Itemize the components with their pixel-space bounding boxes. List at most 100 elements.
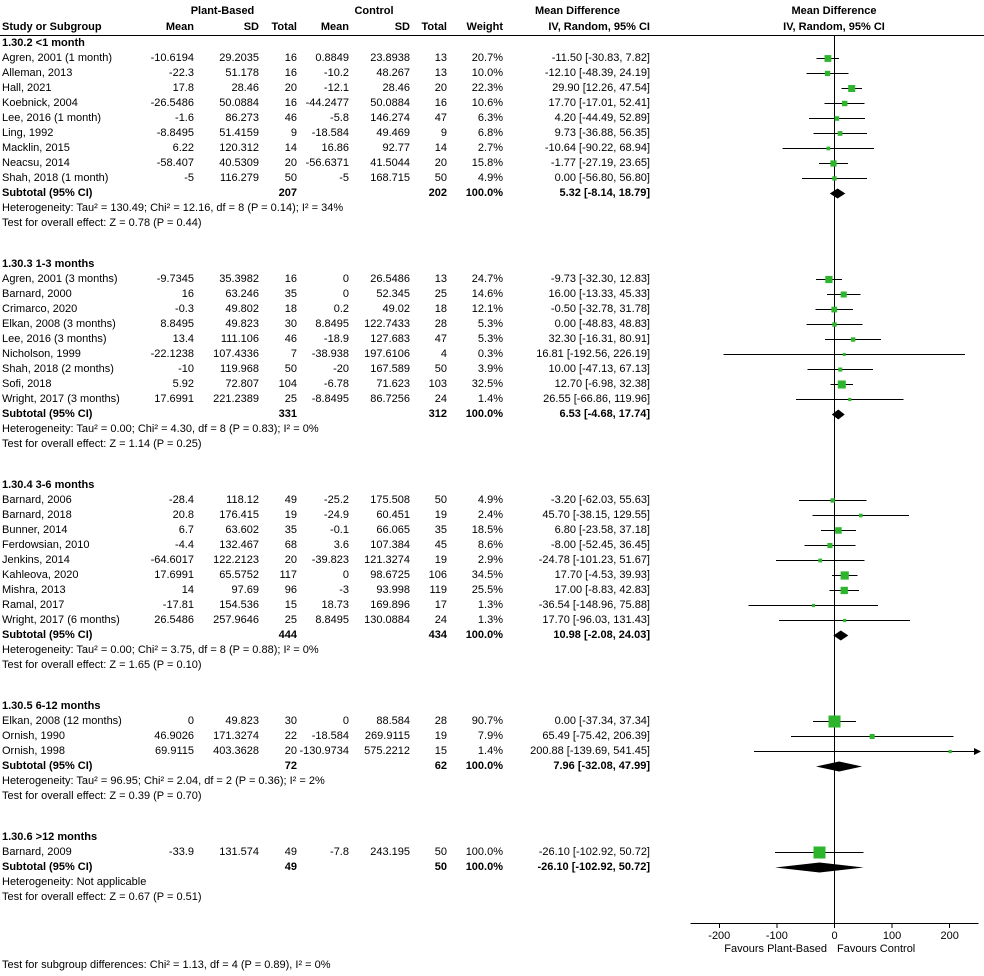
- plant-sd: 131.574: [219, 846, 259, 858]
- plant-total: 19: [284, 509, 297, 521]
- spacer-row: [0, 804, 984, 830]
- overall-effect-text: Test for overall effect: Z = 1.65 (P = 0…: [2, 659, 202, 671]
- study-name: Wright, 2017 (3 months): [2, 393, 120, 405]
- control-mean: 0: [342, 569, 349, 581]
- forest-plot-cell: [684, 538, 984, 553]
- control-sd: 52.345: [376, 288, 410, 300]
- control-total: 47: [434, 333, 447, 345]
- study-row: Koebnick, 2004 -26.5486 50.0884 16 -44.2477 5…: [0, 96, 984, 111]
- axis-tick-label: 0: [831, 930, 837, 942]
- control-mean: -5: [339, 172, 349, 184]
- control-total: 25: [434, 288, 447, 300]
- forest-plot-cell: [684, 673, 984, 699]
- overall-effect-row: Test for overall effect: Z = 1.65 (P = 0…: [0, 658, 984, 673]
- plant-mean: -64.6017: [150, 554, 194, 566]
- study-row: Crimarco, 2020 -0.3 49.802 18 0.2 49.02 18 12.1…: [0, 302, 984, 317]
- forest-plot-cell: [684, 452, 984, 478]
- forest-plot-cell: [684, 890, 984, 905]
- control-sd: 168.715: [370, 172, 410, 184]
- effect-marker: [826, 146, 831, 151]
- study-name: Lee, 2016 (3 months): [2, 333, 107, 345]
- md-ci-text: 32.30 [-16.31, 80.91]: [548, 333, 650, 345]
- plant-sd: 97.69: [231, 584, 259, 596]
- control-sd: 93.998: [376, 584, 410, 596]
- effect-marker: [848, 85, 856, 92]
- control-mean: -24.9: [323, 509, 349, 521]
- plant-sd: 118.12: [226, 494, 259, 506]
- plant-sd: 221.2389: [213, 393, 259, 405]
- subtotal-weight: 100.0%: [465, 861, 503, 873]
- axis-tick-label: -200: [708, 930, 730, 942]
- forest-plot-cell: [684, 407, 984, 422]
- forest-plot-cell: [684, 422, 984, 437]
- subgroup-title: 1.30.3 1-3 months: [2, 258, 95, 270]
- effect-marker: [869, 734, 875, 739]
- plant-sd: 86.273: [225, 112, 259, 124]
- weight: 12.1%: [471, 303, 503, 315]
- md-text-column-header: Mean Difference: [535, 5, 620, 17]
- control-mean: 0.8849: [315, 52, 349, 64]
- plant-total: 49: [284, 494, 297, 506]
- forest-plot-svg: [833, 628, 849, 643]
- col-plant-mean: Mean: [165, 21, 194, 33]
- md-ci-text: 16.81 [-192.56, 226.19]: [536, 348, 650, 360]
- forest-plot-cell: [684, 96, 984, 111]
- forest-plot-cell: [684, 332, 984, 347]
- plant-total: 20: [284, 157, 297, 169]
- weight: 90.7%: [471, 715, 503, 727]
- forest-plot-svg: [748, 598, 879, 613]
- forest-plot-cell: [684, 628, 984, 643]
- forest-plot-cell: [684, 508, 984, 523]
- plant-mean: -1.6: [175, 112, 194, 124]
- weight: 20.7%: [471, 52, 503, 64]
- col-weight: Weight: [466, 21, 503, 33]
- study-name: Ferdowsian, 2010: [2, 539, 90, 551]
- study-name: Agren, 2001 (3 months): [2, 273, 118, 285]
- forest-plot-svg: [829, 583, 860, 598]
- plant-total: 20: [284, 554, 297, 566]
- plant-sd: 403.3628: [213, 745, 259, 757]
- forest-plot-cell: [684, 287, 984, 302]
- control-mean: -25.2: [323, 494, 349, 506]
- forest-plot-svg: [812, 508, 910, 523]
- control-sd: 98.6725: [370, 569, 410, 581]
- axis-row: -200 -100 0 100 200: [0, 923, 984, 943]
- control-mean: -18.9: [323, 333, 349, 345]
- plant-total: 49: [284, 846, 297, 858]
- plant-sd: 122.2123: [213, 554, 259, 566]
- subtotal-md-ci: 10.98 [-2.08, 24.03]: [553, 629, 650, 641]
- effect-marker: [850, 337, 856, 342]
- plant-mean: 6.22: [172, 142, 194, 154]
- heterogeneity-text: Heterogeneity: Not applicable: [2, 876, 147, 888]
- forest-plot-svg: [834, 478, 835, 493]
- heterogeneity-row: Heterogeneity: Tau² = 96.95; Chi² = 2.04…: [0, 774, 984, 789]
- plant-sd: 63.246: [225, 288, 259, 300]
- forest-plot-cell: [684, 111, 984, 126]
- weight: 10.0%: [471, 67, 503, 79]
- plant-sd: 72.807: [225, 378, 259, 390]
- control-sd: 269.9115: [364, 730, 410, 742]
- control-mean: 0: [342, 715, 349, 727]
- forest-table-body: 1.30.2 <1 month Agren, 2001 (1 month) -10.…: [0, 36, 984, 943]
- heterogeneity-row: Heterogeneity: Not applicable: [0, 875, 984, 890]
- subtotal-diamond: [833, 630, 849, 641]
- axis-direction-labels: Favours Plant-Based Favours Control: [684, 943, 984, 956]
- control-total: 13: [434, 52, 447, 64]
- subtotal-md-ci: 7.96 [-32.08, 47.99]: [553, 760, 650, 772]
- plant-total: 18: [284, 303, 297, 315]
- subtotal-label: Subtotal (95% CI): [2, 760, 93, 772]
- plant-sd: 176.415: [219, 509, 259, 521]
- weight: 6.3%: [477, 112, 503, 124]
- forest-plot-svg: [834, 875, 835, 890]
- axis-tick-label: 200: [941, 930, 959, 942]
- heterogeneity-row: Heterogeneity: Tau² = 0.00; Chi² = 3.75,…: [0, 643, 984, 658]
- forest-plot-svg: [723, 347, 965, 362]
- forest-plot-cell: [684, 141, 984, 156]
- weight: 7.9%: [477, 730, 503, 742]
- plant-sd: 49.802: [225, 303, 259, 315]
- md-ci-text: 12.70 [-6.98, 32.38]: [554, 378, 650, 390]
- x-axis: -200 -100 0 100 200: [684, 923, 984, 943]
- control-mean: -8.8495: [311, 393, 349, 405]
- control-total: 28: [434, 318, 447, 330]
- favours-left-label: Favours Plant-Based: [724, 943, 827, 955]
